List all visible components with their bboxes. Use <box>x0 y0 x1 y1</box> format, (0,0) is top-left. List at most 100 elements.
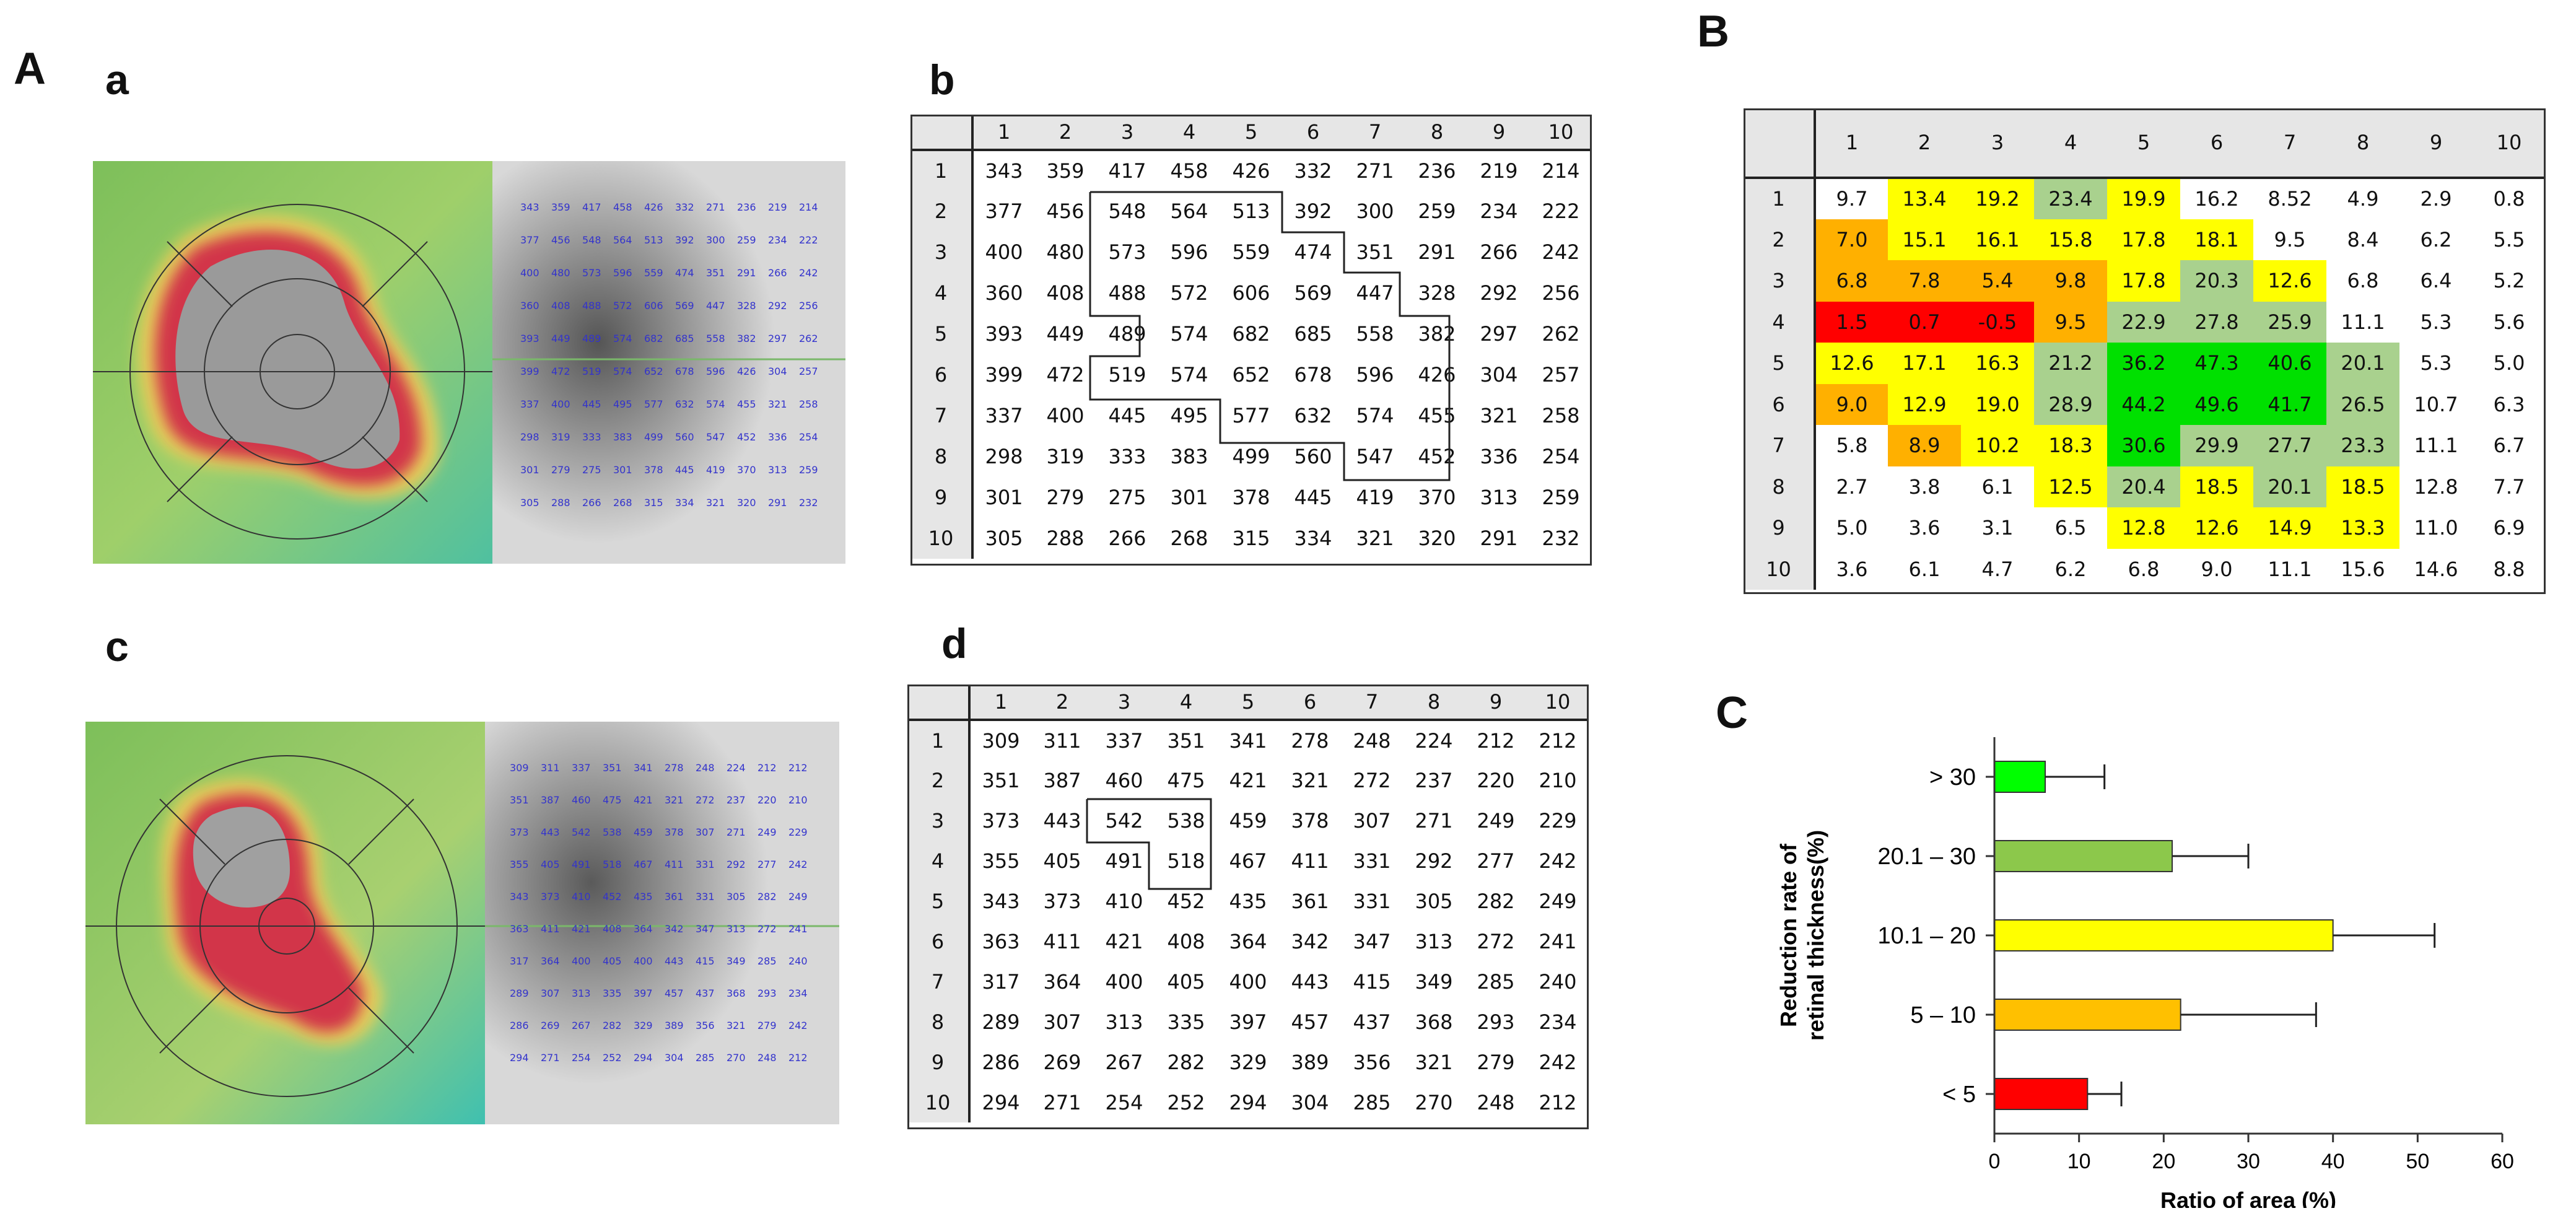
subpanel-label-c: c <box>105 623 129 670</box>
y-axis-label: Reduction rate of retinal thickness(%) <box>1776 830 1828 1041</box>
table-cell: 16.1 <box>1961 219 2034 260</box>
overlay-value: 577 <box>644 398 663 410</box>
overlay-value: 242 <box>799 267 818 279</box>
bar <box>1994 999 2181 1031</box>
table-cell: 2.7 <box>1815 466 1888 507</box>
table-cell: 0.7 <box>1888 301 1961 343</box>
subpanel-label-b: b <box>929 56 955 103</box>
overlay-value: 361 <box>665 891 684 903</box>
table-cell: 271 <box>1415 808 1453 833</box>
column-header: 5 <box>1220 115 1282 151</box>
table-cell: 11.1 <box>2326 301 2399 343</box>
overlay-value: 249 <box>758 826 777 838</box>
table-cell: 319 <box>1046 445 1085 468</box>
sd-oct-overlay-c: 309 311 337 351 341 278 248 224 212 212 351 387 460 4… <box>485 722 839 1124</box>
overlay-value: 321 <box>727 1020 746 1031</box>
table-cell: 8.9 <box>1888 425 1961 466</box>
table-cell: 289 <box>982 1010 1020 1034</box>
overlay-value: 513 <box>644 234 663 246</box>
overlay-value: 301 <box>613 464 632 476</box>
table-cell: 49.6 <box>2180 383 2253 425</box>
table-cell: 304 <box>1480 363 1518 387</box>
table-cell: 19.2 <box>1961 178 2034 219</box>
table-cell: 256 <box>1542 281 1580 305</box>
column-header: 4 <box>1155 685 1217 721</box>
bar <box>1994 761 2046 793</box>
overlay-value: 678 <box>675 365 694 377</box>
table-cell: 5.0 <box>1815 507 1888 549</box>
table-cell: 271 <box>1356 159 1394 183</box>
table-cell: 3.6 <box>1888 507 1961 549</box>
column-header: 1 <box>972 115 1034 151</box>
overlay-value: 268 <box>613 497 632 509</box>
table-cell: 241 <box>1539 929 1577 953</box>
table-cell: 4.9 <box>2326 178 2399 219</box>
overlay-value: 378 <box>665 826 684 838</box>
column-header: 8 <box>1403 685 1465 721</box>
table-cell: 212 <box>1539 1090 1577 1114</box>
table-cell: 309 <box>982 728 1020 753</box>
overlay-value: 349 <box>727 955 746 967</box>
table-cell: 242 <box>1542 240 1580 264</box>
overlay-value: 392 <box>675 234 694 246</box>
row-header: 9 <box>910 477 974 518</box>
overlay-value: 329 <box>634 1020 653 1031</box>
overlay-value: 254 <box>572 1052 591 1064</box>
table-cell: 254 <box>1105 1090 1143 1114</box>
table-row: 1 343 359 417 458 426 332 271 236 219 214 <box>910 150 1592 191</box>
reduction-rate-heatmap-table: 1 2 3 4 5 6 7 8 9 10 1 9.7 13.4 19.2 23.4 19.9 16.2 8.52… <box>1744 108 2546 590</box>
table-cell: 9.5 <box>2253 219 2326 260</box>
table-cell: 400 <box>1105 969 1143 994</box>
table-row: 3 6.8 7.8 5.4 9.8 17.8 20.3 12.6 6.8 6.4 5.2 <box>1744 260 2546 302</box>
x-tick-label: 60 <box>2491 1150 2514 1173</box>
table-cell: 336 <box>1480 445 1518 468</box>
table-cell: 23.3 <box>2326 425 2399 466</box>
overlay-value: 337 <box>572 762 591 774</box>
overlay-value: 321 <box>665 794 684 806</box>
overlay-value: 270 <box>727 1052 746 1064</box>
row-header: 3 <box>907 800 971 841</box>
table-cell: 18.5 <box>2180 466 2253 507</box>
overlay-value: 320 <box>737 497 756 509</box>
overlay-value: 519 <box>582 365 601 377</box>
overlay-value: 426 <box>644 201 663 213</box>
table-cell: 572 <box>1170 281 1208 305</box>
overlay-value: 271 <box>541 1052 560 1064</box>
table-cell: 652 <box>1232 363 1270 387</box>
overlay-value: 447 <box>706 300 725 312</box>
table-cell: 311 <box>1043 728 1081 753</box>
table-cell: 279 <box>1477 1050 1515 1074</box>
overlay-value: 234 <box>768 234 787 246</box>
overlay-value: 373 <box>510 826 529 838</box>
table-cell: 313 <box>1480 486 1518 509</box>
overlay-value: 538 <box>603 826 622 838</box>
overlay-value: 317 <box>510 955 529 967</box>
overlay-value: 266 <box>582 497 601 509</box>
table-cell: 577 <box>1232 404 1270 427</box>
table-cell: 9.5 <box>2034 301 2107 343</box>
column-header: 3 <box>1096 115 1158 151</box>
table-cell: 219 <box>1480 159 1518 183</box>
table-row: 10 305 288 266 268 315 334 321 320 291 232 <box>910 518 1592 559</box>
table-cell: 212 <box>1539 728 1577 753</box>
table-cell: 285 <box>1353 1090 1391 1114</box>
table-cell: 457 <box>1291 1010 1329 1034</box>
table-cell: 317 <box>982 969 1020 994</box>
table-cell: 293 <box>1477 1010 1515 1034</box>
column-header: 10 <box>1527 685 1589 721</box>
table-cell: 212 <box>1477 728 1515 753</box>
table-cell: 12.9 <box>1888 383 1961 425</box>
table-cell: 421 <box>1105 929 1143 953</box>
overlay-value: 237 <box>727 794 746 806</box>
overlay-value: 378 <box>644 464 663 476</box>
table-cell: 268 <box>1170 527 1208 550</box>
table-cell: 449 <box>1046 322 1085 346</box>
table-cell: 12.6 <box>2253 260 2326 302</box>
overlay-value: 558 <box>706 333 725 344</box>
table-cell: 548 <box>1108 199 1146 223</box>
row-header: 5 <box>910 313 974 354</box>
overlay-value: 341 <box>634 762 653 774</box>
overlay-value: 460 <box>572 794 591 806</box>
table-cell: 301 <box>985 486 1023 509</box>
overlay-value: 241 <box>788 923 808 935</box>
